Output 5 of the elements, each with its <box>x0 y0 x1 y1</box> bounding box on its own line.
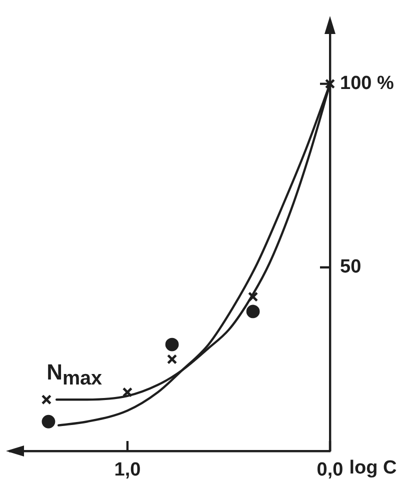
x-tick-label: 0,0 <box>316 460 344 481</box>
y-tick-label: 50 <box>340 256 362 278</box>
x-axis-title: log C <box>349 458 397 479</box>
y-tick-label: 100 % <box>340 73 394 94</box>
x-tick-label: 1,0 <box>114 460 141 481</box>
